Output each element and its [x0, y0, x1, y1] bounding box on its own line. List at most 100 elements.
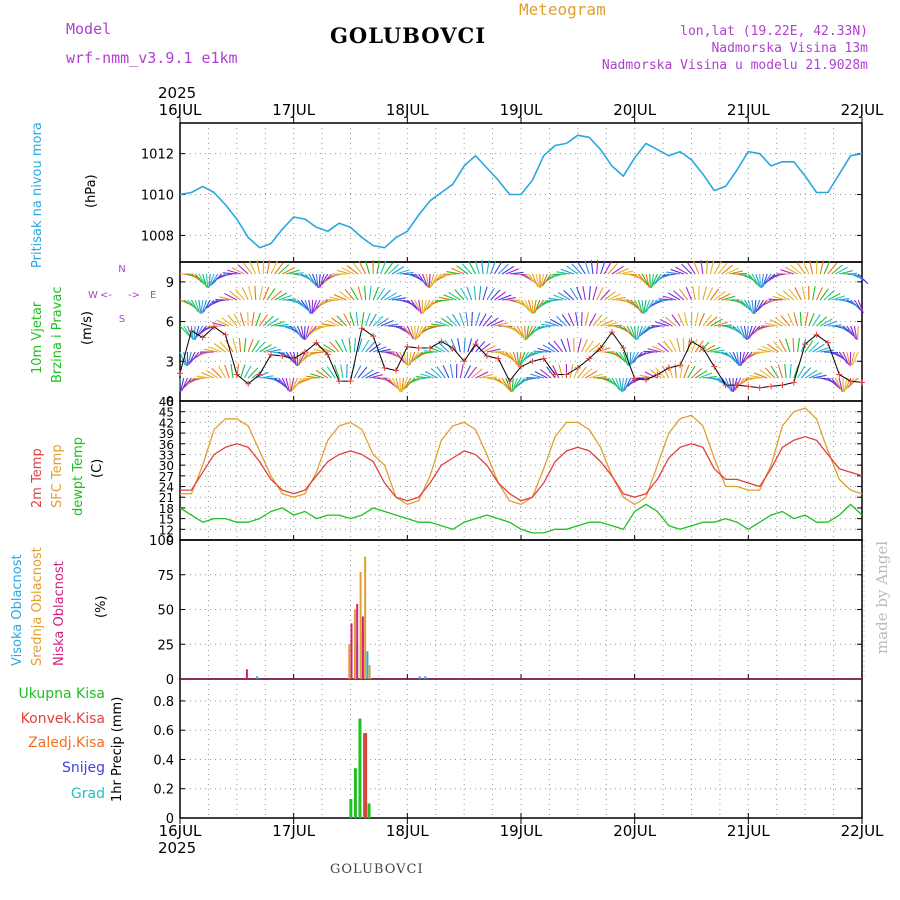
wind-barb: [436, 366, 446, 379]
wind-barb: [643, 350, 658, 353]
wind-barb: [530, 373, 544, 379]
wind-barb: [406, 299, 418, 310]
wind-barb: [196, 375, 211, 379]
wind-barb: [357, 286, 363, 301]
wind-barb: [320, 273, 329, 287]
y-tick-label: 0.2: [153, 783, 174, 798]
wind-barb: [761, 345, 776, 353]
wind-barb: [289, 272, 304, 275]
wind-barb: [315, 273, 319, 288]
wind-barb: [243, 365, 252, 379]
wind-barb: [255, 341, 266, 353]
wind-barb: [395, 377, 401, 392]
wind-barb: [446, 315, 457, 327]
wind-barb: [262, 315, 274, 327]
wind-barb: [671, 314, 681, 327]
wind-barb: [702, 314, 712, 327]
wind-gust-marker: [222, 331, 229, 338]
y-tick-label: 45: [159, 406, 174, 420]
wind-barb: [353, 365, 362, 379]
wind-barb: [666, 271, 681, 275]
wind-barb: [596, 347, 611, 353]
x-tick-label-top: 20JUL: [613, 101, 656, 119]
wind-barb: [369, 343, 381, 353]
wind-barb: [539, 368, 552, 379]
mid-cloud-bar: [353, 609, 356, 679]
wind-barb: [410, 351, 420, 364]
wind-gust-marker: [574, 364, 581, 371]
wind-barb: [241, 287, 249, 301]
wind-barb: [777, 364, 783, 379]
y-tick-label: 24: [159, 481, 174, 495]
wind-gust-marker: [665, 364, 672, 371]
y-tick-label: 36: [159, 438, 174, 452]
wind-gust-marker: [245, 380, 252, 387]
wind-barb: [416, 375, 431, 379]
wind-barb: [596, 287, 604, 301]
high-cloud-bar: [418, 676, 421, 679]
wind-barb: [300, 299, 310, 312]
wind-barb: [736, 325, 745, 339]
wind-barb: [596, 259, 599, 275]
wind-barb: [553, 294, 567, 301]
wind-barb: [274, 377, 286, 388]
wind-barb: [546, 366, 556, 379]
wind-barb: [247, 367, 259, 379]
wind-barb: [365, 371, 379, 379]
y-tick-label: 9: [166, 534, 174, 548]
wind-barb: [793, 364, 800, 379]
wind-barb: [662, 295, 677, 301]
model-name: wrf-nmm_v3.9.1 e1km: [66, 49, 238, 67]
wind-barb: [410, 325, 415, 340]
wind-barb: [634, 299, 642, 313]
wind-barb: [282, 267, 296, 275]
y-tick-label: 15: [159, 513, 174, 527]
wind-barb: [232, 338, 238, 353]
wind-barb: [764, 322, 779, 327]
wind-barb: [582, 286, 586, 301]
wind-barb: [643, 299, 647, 314]
wind-barb: [691, 368, 703, 379]
y-tick-label: 0.4: [153, 753, 174, 768]
wind-barb: [438, 296, 453, 301]
wind-barb: [657, 342, 670, 353]
wind-barb: [239, 312, 245, 327]
wind-barb: [481, 260, 484, 275]
wind-barb: [804, 340, 814, 353]
x-tick-label-bottom: 20JUL: [613, 822, 656, 840]
wind-barb: [438, 342, 450, 353]
wind-barb: [463, 365, 472, 379]
wind-barb: [224, 292, 238, 301]
wind-gust-marker: [461, 358, 468, 365]
wind-barb: [622, 351, 629, 366]
wind-barb: [376, 287, 386, 301]
wind-barb: [486, 287, 495, 301]
wind-barb: [376, 348, 391, 353]
y-tick-label: 1008: [141, 229, 174, 244]
compass-w: W: [88, 290, 98, 301]
wind-barb: [475, 312, 481, 327]
wind-gust-marker: [768, 383, 775, 390]
wind-barb: [751, 299, 755, 314]
wind-barb: [685, 286, 693, 301]
wind-barb: [423, 350, 438, 353]
wind-barb: [747, 299, 753, 314]
wind-gust-marker: [438, 338, 445, 345]
wind-barb: [710, 349, 725, 353]
wind-barb: [428, 273, 431, 289]
wind-barb: [248, 286, 253, 301]
y-tick-label: 1010: [141, 189, 174, 204]
wind-barb: [694, 370, 708, 379]
wind-barb: [509, 325, 521, 336]
wind-barb: [799, 311, 802, 327]
wind-barb: [333, 294, 347, 301]
wind-barb: [687, 365, 696, 379]
wind-barb: [334, 339, 344, 353]
wind-barb: [278, 264, 290, 275]
wind-barb: [365, 312, 371, 327]
wind-barb: [497, 263, 509, 275]
wind-barb: [282, 298, 297, 301]
wind-barb: [331, 317, 344, 327]
wind-gust-marker: [586, 355, 593, 362]
wind-barb: [725, 377, 732, 392]
